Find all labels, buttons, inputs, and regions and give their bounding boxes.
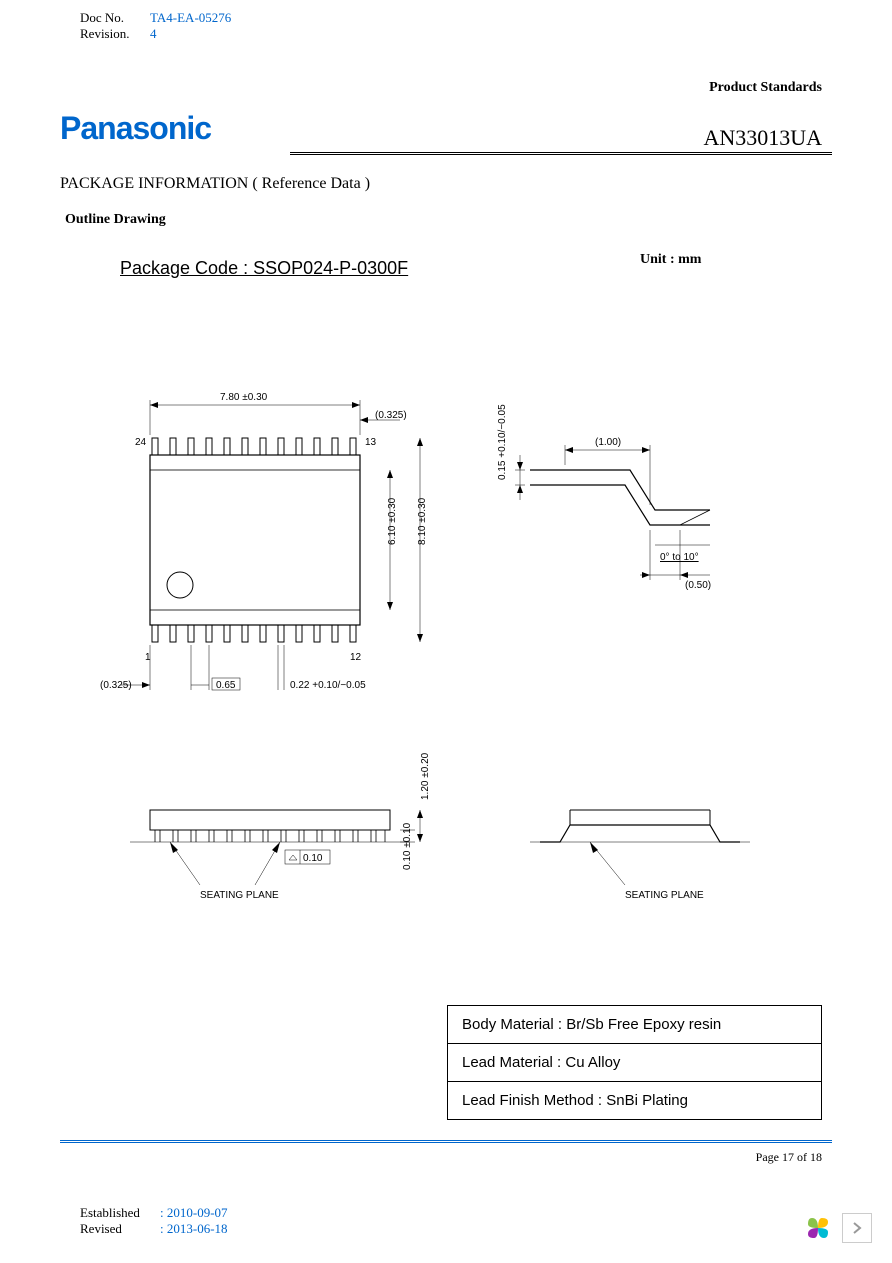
revised-value: : 2013-06-18: [160, 1221, 228, 1237]
dim-width: 7.80 ±0.30: [220, 392, 268, 403]
dim-lead-thickness: 0.15 +0.10/−0.05: [497, 404, 508, 480]
revision-label: Revision.: [80, 26, 150, 42]
dim-height: 1.20 ±0.20: [420, 752, 431, 800]
part-number: AN33013UA: [703, 125, 822, 151]
dim-total-length: 8.10 ±0.30: [417, 497, 428, 545]
dim-lead-width: 0.22 +0.10/−0.05: [290, 680, 366, 691]
materials-table: Body Material : Br/Sb Free Epoxy resin L…: [447, 1005, 822, 1120]
doc-no-value: TA4-EA-05276: [150, 10, 231, 26]
dim-standoff: 0.10 ±0.10: [402, 822, 413, 870]
pin-12-label: 12: [350, 652, 362, 663]
footer-dates: Established : 2010-09-07 Revised : 2013-…: [80, 1205, 228, 1237]
body-material-row: Body Material : Br/Sb Free Epoxy resin: [448, 1006, 821, 1044]
package-code: Package Code : SSOP024-P-0300F: [120, 258, 408, 279]
dim-lead-foot: (0.50): [685, 580, 711, 591]
logo-text: Panasonic: [60, 110, 211, 147]
product-standards-label: Product Standards: [709, 80, 822, 96]
brand-logo: Panasonic: [60, 110, 211, 147]
seating-plane-label-2: SEATING PLANE: [625, 890, 704, 901]
revised-label: Revised: [80, 1221, 160, 1237]
dim-pitch: 0.65: [216, 680, 236, 691]
dim-flatness: 0.10: [303, 853, 323, 864]
dim-left-offset: (0.325): [100, 680, 132, 691]
doc-no-label: Doc No.: [80, 10, 150, 26]
header-metadata: Doc No. TA4-EA-05276 Revision. 4: [80, 10, 231, 42]
dim-body-length: 6.10 ±0.30: [387, 497, 398, 545]
unit-label: Unit : mm: [640, 252, 701, 268]
header-rule: [290, 152, 832, 155]
dim-offset-top: (0.325): [375, 410, 407, 421]
dim-lead-angle: 0° to 10°: [660, 552, 699, 563]
next-page-button[interactable]: [842, 1213, 872, 1243]
pin-24-label: 24: [135, 437, 147, 448]
nav-icons: [804, 1213, 872, 1243]
page-indicator: Page 17 of 18: [756, 1150, 822, 1165]
lead-finish-row: Lead Finish Method : SnBi Plating: [448, 1082, 821, 1119]
package-drawing: 24 13 1 12 7.80 ±0.30 (0.325) 6.10 ±0.30…: [90, 380, 810, 940]
established-value: : 2010-09-07: [160, 1205, 228, 1221]
lead-material-row: Lead Material : Cu Alloy: [448, 1044, 821, 1082]
seating-plane-label-1: SEATING PLANE: [200, 890, 279, 901]
section-title: PACKAGE INFORMATION ( Reference Data ): [60, 175, 370, 193]
dim-lead-depth: (1.00): [595, 437, 621, 448]
established-label: Established: [80, 1205, 160, 1221]
footer-rule: [60, 1140, 832, 1143]
flower-icon: [804, 1214, 832, 1242]
revision-value: 4: [150, 26, 157, 42]
pin-13-label: 13: [365, 437, 377, 448]
outline-drawing-label: Outline Drawing: [65, 212, 166, 228]
